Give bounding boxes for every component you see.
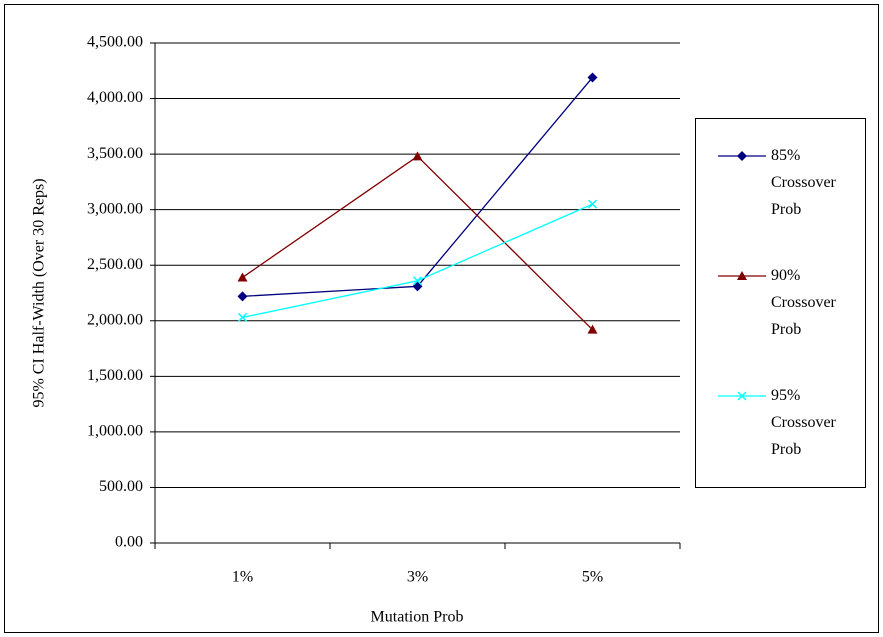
marker [737,271,747,280]
marker [587,324,598,334]
marker [237,291,248,302]
legend-box [695,118,866,488]
y-tick-label: 3,000.00 [87,200,143,217]
y-axis-title: 95% CI Half-Width (Over 30 Reps) [31,178,48,407]
y-tick-label: 1,000.00 [87,423,143,440]
y-tick-label: 4,000.00 [87,89,143,106]
legend-label: 85% Crossover Prob [771,147,836,218]
marker [737,151,747,161]
marker [237,312,248,322]
y-tick-label: 4,500.00 [87,34,143,51]
x-axis-title: Mutation Prob [371,609,464,626]
marker [237,272,248,282]
marker [412,151,423,161]
y-tick-label: 0.00 [115,534,143,551]
y-tick-label: 3,500.00 [87,145,143,162]
marker [587,199,598,209]
legend-label: 95% Crossover Prob [771,387,836,458]
y-tick-label: 1,500.00 [87,367,143,384]
y-tick-label: 500.00 [99,478,143,495]
x-tick-label: 3% [407,569,428,586]
x-tick-label: 1% [232,569,253,586]
x-tick-label: 5% [582,569,603,586]
y-tick-label: 2,000.00 [87,311,143,328]
marker [587,72,598,83]
y-tick-label: 2,500.00 [87,256,143,273]
marker [412,276,423,286]
marker [737,391,747,401]
legend-label: 90% Crossover Prob [771,267,836,338]
